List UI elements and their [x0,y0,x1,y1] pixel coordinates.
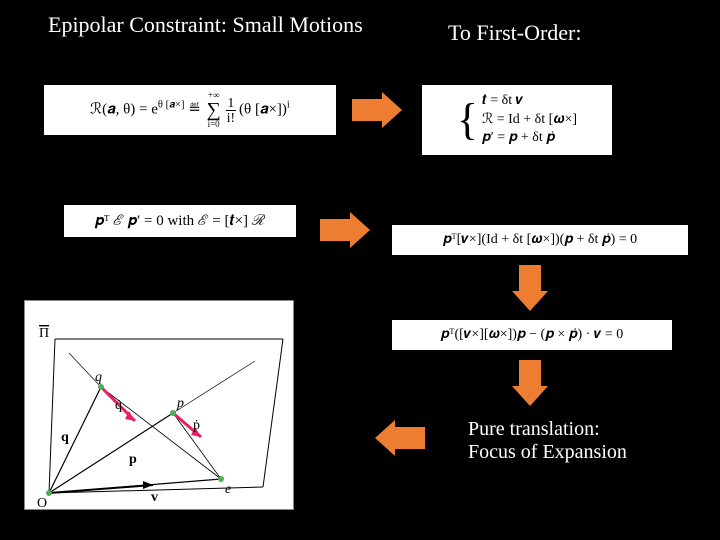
lbl-pdot: ṗ [193,418,200,433]
formula-first-order-system: { 𝒕 = δt 𝒗 ℛ = Id + δt [𝝎×] 𝒑′ = 𝒑 + δt … [422,85,612,155]
f3-line2: ℛ = Id + δt [𝝎×] [482,111,577,130]
lbl-qdot: q̇ [115,398,122,413]
f1-tail: (θ [𝒂×]) [239,101,287,117]
bottom-label-line1: Pure translation: [468,418,627,441]
formula-expanded: 𝒑ᵀ[𝒗×](Id + δt [𝝎×])(𝒑 + δt 𝒑̇) = 0 [392,225,688,255]
formula-epipolar: 𝒑ᵀ ℰ 𝒑′ = 0 with ℰ = [𝒕×] ℛ [64,205,296,237]
bottom-label: Pure translation: Focus of Expansion [468,418,627,464]
title-right: To First-Order: [448,20,582,46]
formula-rotation-exp: ℛ(𝒂, θ) = eθ [𝒂×] ≝ +∞ ∑ i=0 1 i! (θ [𝒂×… [44,85,336,135]
formula-final: 𝒑ᵀ([𝒗×][𝝎×])𝒑 − (𝒑 × 𝒑̇) · 𝒗 = 0 [392,320,672,350]
focus-of-expansion-diagram: O e p q p q ṗ q̇ v Π [24,300,294,510]
f1-lhs: ℛ(𝒂, θ) = e [90,101,158,117]
f1-sum: +∞ ∑ i=0 [207,91,221,129]
f3-line1: 𝒕 = δt 𝒗 [482,92,523,111]
lbl-q: q [95,370,102,385]
lbl-pvec: p [129,452,137,467]
brace-icon: { [457,98,478,142]
f3-line3: 𝒑′ = 𝒑 + δt 𝒑̇ [482,129,555,148]
f1-frac: 1 i! [225,96,237,124]
lbl-v: v [151,490,158,505]
lbl-e: e [225,482,231,497]
title-left: Epipolar Constraint: Small Motions [48,12,363,38]
f1-def: ≝ [184,101,204,117]
lbl-p: p [176,396,184,411]
lbl-O: O [37,496,47,511]
foe-svg: O e p q p q ṗ q̇ v Π [25,301,295,511]
lbl-qvec: q [61,430,69,445]
bottom-label-line2: Focus of Expansion [468,441,627,464]
lbl-pi: Π [39,326,49,341]
f1-exp2: i [287,99,290,110]
f1-exp1: θ [𝒂×] [158,99,185,110]
